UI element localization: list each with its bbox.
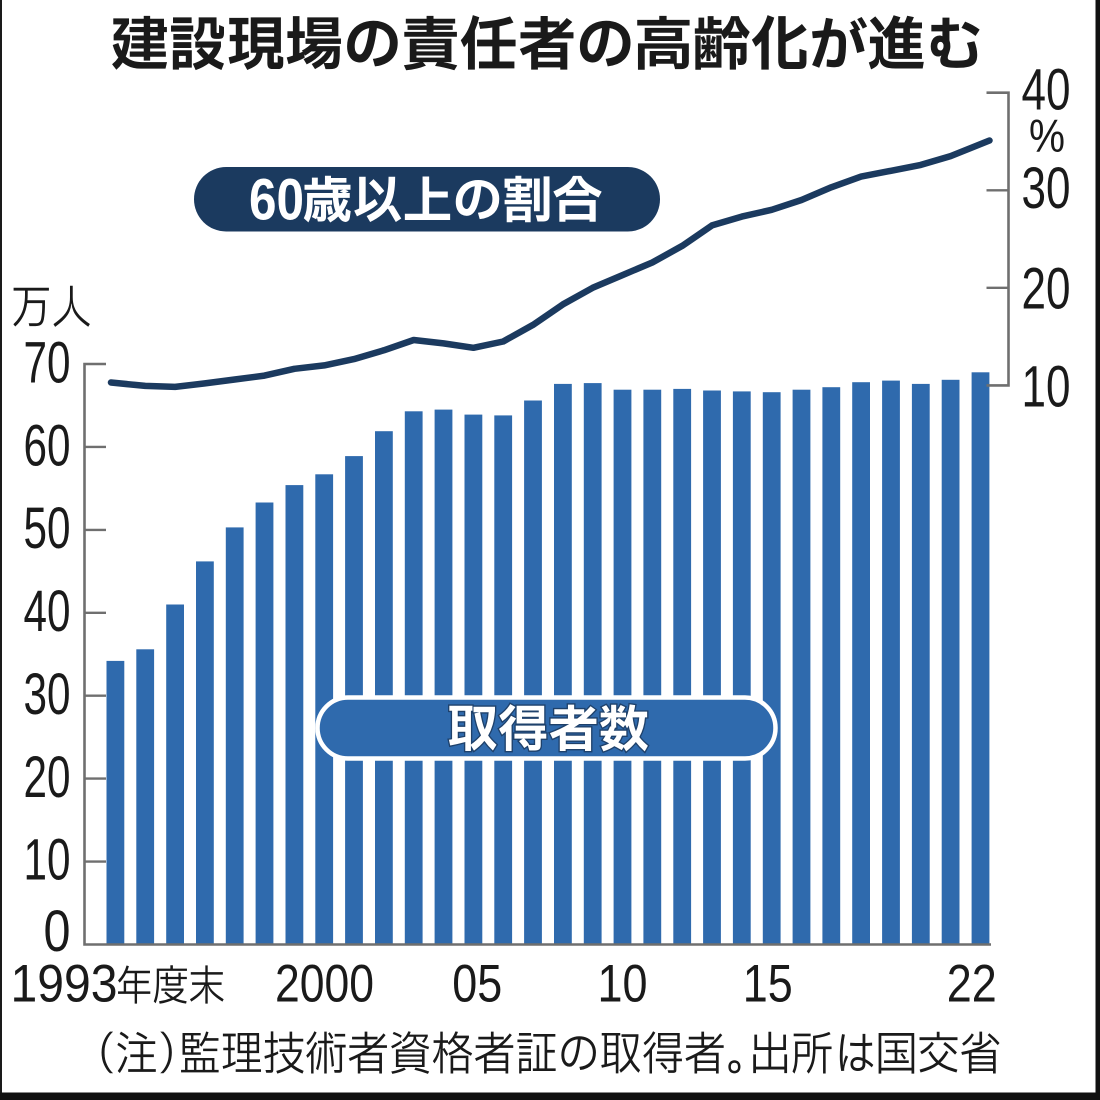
- svg-text:20: 20: [24, 745, 71, 810]
- svg-text:60: 60: [249, 168, 304, 233]
- svg-text:30: 30: [24, 662, 71, 727]
- svg-text:20: 20: [1022, 257, 1071, 322]
- svg-text:40: 40: [24, 579, 71, 644]
- svg-text:05: 05: [452, 955, 502, 1014]
- svg-text:70: 70: [24, 330, 71, 395]
- svg-text:50: 50: [24, 496, 71, 561]
- svg-text:60: 60: [24, 413, 71, 478]
- svg-text:0: 0: [44, 899, 71, 964]
- svg-text:10: 10: [24, 828, 71, 893]
- svg-text:40: 40: [1022, 58, 1071, 123]
- svg-text:10: 10: [1022, 355, 1071, 420]
- svg-text:15: 15: [743, 955, 793, 1014]
- svg-text:%: %: [1029, 110, 1065, 162]
- svg-text:30: 30: [1022, 156, 1071, 221]
- svg-text:1993: 1993: [11, 955, 118, 1014]
- svg-text:2000: 2000: [275, 955, 374, 1014]
- svg-text:10: 10: [598, 955, 648, 1014]
- svg-text:22: 22: [947, 955, 997, 1014]
